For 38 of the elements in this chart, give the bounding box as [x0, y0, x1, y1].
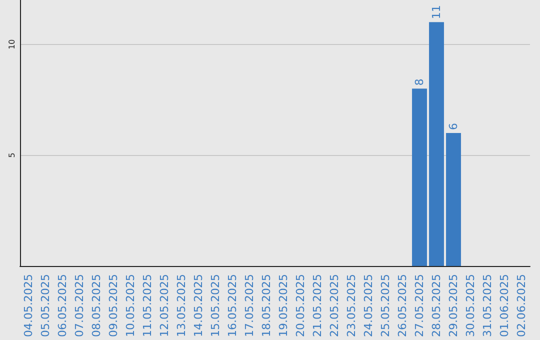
x-tick-label: 02.06.2025	[515, 274, 528, 338]
x-tick-label: 25.05.2025	[379, 274, 392, 338]
x-tick-label: 08.05.2025	[90, 274, 103, 338]
x-tick-label: 15.05.2025	[209, 274, 222, 338]
data-label: 8	[413, 78, 426, 86]
x-tick-label: 19.05.2025	[277, 274, 290, 338]
x-tick-label: 17.05.2025	[243, 274, 256, 338]
x-tick-label: 29.05.2025	[447, 274, 460, 338]
x-tick-label: 11.05.2025	[141, 274, 154, 338]
y-tick-label: 5	[8, 152, 16, 158]
x-tick-label: 06.05.2025	[56, 274, 69, 338]
x-tick-label: 13.05.2025	[175, 274, 188, 338]
x-tick-label: 14.05.2025	[192, 274, 205, 338]
x-tick-label: 20.05.2025	[294, 274, 307, 338]
x-tick-label: 30.05.2025	[464, 274, 477, 338]
x-tick-label: 22.05.2025	[328, 274, 341, 338]
x-tick-label: 16.05.2025	[226, 274, 239, 338]
x-tick-label: 21.05.2025	[311, 274, 324, 338]
x-tick-label: 01.06.2025	[498, 274, 511, 338]
x-tick-label: 23.05.2025	[345, 274, 358, 338]
x-tick-label: 27.05.2025	[413, 274, 426, 338]
x-tick-label: 28.05.2025	[430, 274, 443, 338]
x-tick-label: 18.05.2025	[260, 274, 273, 338]
x-tick-label: 09.05.2025	[107, 274, 120, 338]
data-label: 6	[447, 123, 460, 130]
x-tick-label: 07.05.2025	[73, 274, 86, 338]
bar	[446, 133, 461, 266]
bar	[429, 22, 444, 266]
x-tick-label: 12.05.2025	[158, 274, 171, 338]
data-label: 11	[430, 5, 443, 20]
x-tick-label: 10.05.2025	[124, 274, 137, 338]
bar	[412, 88, 427, 266]
x-tick-label: 04.05.2025	[22, 274, 35, 338]
x-tick-label: 24.05.2025	[362, 274, 375, 338]
x-tick-label: 26.05.2025	[396, 274, 409, 338]
y-tick-label: 10	[8, 39, 16, 50]
x-tick-label: 05.05.2025	[39, 274, 52, 338]
x-tick-label: 31.05.2025	[481, 274, 494, 338]
